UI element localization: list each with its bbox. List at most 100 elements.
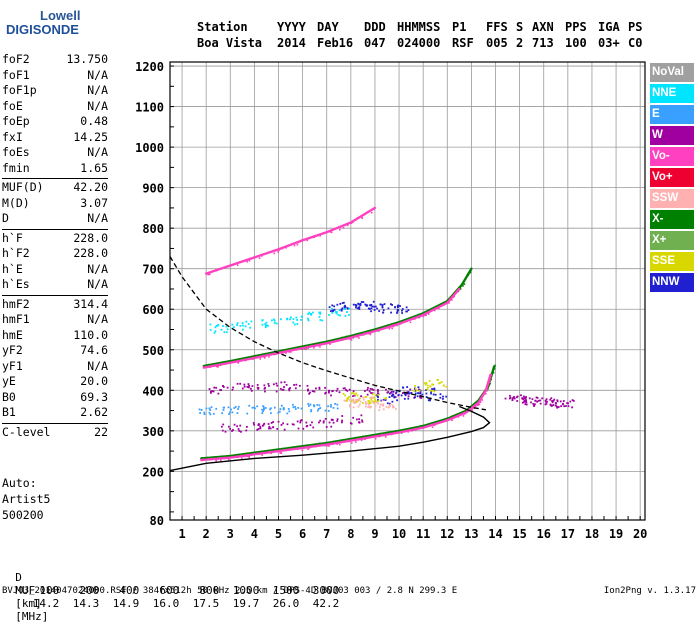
echo-point	[338, 391, 341, 394]
echo-point	[355, 304, 358, 307]
echo-point	[258, 423, 261, 426]
parameter-value: 314.4	[73, 296, 108, 311]
parameter-value: N/A	[87, 261, 108, 276]
echo-point	[524, 397, 527, 400]
echo-point	[219, 362, 221, 364]
echo-point	[222, 361, 224, 364]
echo-point	[350, 400, 353, 403]
echo-point	[388, 392, 391, 395]
echo-point	[288, 389, 291, 392]
echo-point	[329, 343, 331, 345]
echo-point	[305, 421, 308, 424]
echo-point	[292, 406, 295, 409]
y-tick-label: 1100	[135, 101, 164, 115]
echo-point	[364, 303, 367, 306]
echo-point	[307, 319, 310, 322]
echo-point	[523, 400, 525, 403]
echo-point	[318, 386, 321, 389]
echo-point	[369, 402, 372, 404]
distance-value: 400	[119, 584, 140, 597]
echo-point	[523, 399, 526, 402]
echo-point	[316, 403, 319, 406]
echo-point	[310, 409, 313, 411]
echo-point	[341, 302, 344, 304]
echo-point	[389, 403, 392, 406]
echo-point	[327, 390, 330, 392]
echo-point	[356, 398, 359, 401]
echo-point	[524, 400, 527, 403]
echo-point	[357, 405, 360, 408]
y-tick-label: 200	[142, 465, 164, 479]
muf-value: 19.7	[232, 597, 260, 610]
echo-point	[231, 388, 234, 391]
echo-point	[396, 308, 399, 311]
hhmmss-value: 024000	[397, 36, 441, 50]
mufd-curve	[169, 256, 487, 411]
echo-point	[217, 366, 219, 368]
echo-point	[229, 428, 232, 430]
echo-point	[364, 438, 366, 440]
echo-point	[341, 415, 344, 417]
echo-point	[368, 332, 370, 335]
echo-point	[267, 383, 270, 385]
echo-point	[435, 306, 437, 308]
echo-point	[220, 459, 222, 462]
echo-point	[292, 318, 295, 320]
y-tick-label: 900	[142, 182, 164, 196]
echo-point	[346, 311, 348, 313]
echo-point	[377, 390, 379, 393]
echo-point	[369, 397, 372, 399]
echo-point	[352, 303, 355, 306]
echo-point	[434, 393, 437, 396]
echo-point	[376, 307, 378, 310]
echo-point	[209, 413, 212, 416]
echo-point	[492, 371, 495, 374]
echo-point	[483, 392, 486, 395]
echo-point	[338, 443, 341, 446]
echo-point	[407, 431, 410, 433]
echo-point	[328, 314, 330, 316]
echo-point	[372, 389, 375, 391]
echo-point	[407, 395, 410, 398]
echo-point	[300, 407, 303, 410]
echo-point	[239, 454, 241, 456]
echo-point	[230, 264, 233, 266]
echo-point	[265, 324, 268, 327]
echo-point	[387, 391, 390, 393]
echo-point	[470, 408, 473, 410]
echo-point	[296, 323, 299, 325]
echo-point	[280, 423, 283, 426]
echo-point	[463, 283, 466, 285]
echo-point	[377, 392, 379, 395]
echo-point	[350, 339, 353, 341]
legend-item-nnw: NNW	[650, 273, 694, 292]
echo-point	[368, 402, 370, 405]
echo-point	[419, 391, 422, 394]
muf-value: 17.5	[192, 597, 220, 610]
parameter-row: yF2 74.6	[2, 343, 108, 359]
echo-point	[222, 385, 224, 387]
echo-point	[424, 314, 426, 316]
echo-point	[333, 308, 336, 311]
echo-point	[413, 396, 416, 399]
yyyy-label: YYYY	[277, 20, 306, 34]
echo-point	[390, 391, 392, 394]
echo-point	[355, 401, 358, 404]
echo-point	[251, 406, 254, 409]
echo-point	[415, 389, 418, 392]
parameter-value: 2.62	[80, 405, 108, 419]
echo-point	[306, 424, 309, 427]
echo-point	[521, 397, 524, 400]
parameter-value: 14.25	[73, 129, 108, 144]
echo-point	[556, 400, 559, 403]
echo-point	[387, 406, 390, 409]
echo-point	[335, 310, 337, 313]
echo-point	[381, 305, 384, 308]
echo-point	[288, 410, 291, 413]
echo-point	[232, 386, 235, 389]
echo-point	[481, 399, 484, 401]
echo-point	[268, 356, 270, 358]
x-tick-label: 18	[585, 527, 599, 541]
echo-point	[546, 400, 548, 403]
echo-point	[393, 406, 395, 409]
